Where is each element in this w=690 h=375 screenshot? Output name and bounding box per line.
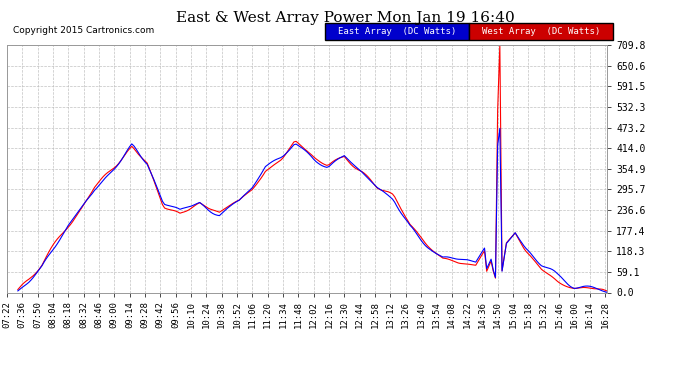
FancyBboxPatch shape <box>469 23 613 40</box>
Text: East & West Array Power Mon Jan 19 16:40: East & West Array Power Mon Jan 19 16:40 <box>176 11 514 25</box>
Text: East Array  (DC Watts): East Array (DC Watts) <box>338 27 456 36</box>
Text: West Array  (DC Watts): West Array (DC Watts) <box>482 27 600 36</box>
FancyBboxPatch shape <box>325 23 469 40</box>
Text: Copyright 2015 Cartronics.com: Copyright 2015 Cartronics.com <box>13 26 154 35</box>
